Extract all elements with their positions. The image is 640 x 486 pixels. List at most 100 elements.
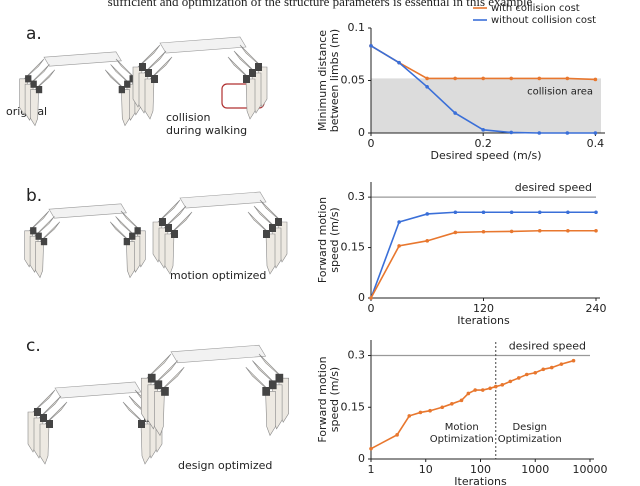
data-point [453,230,458,235]
robot-joint [154,380,163,390]
y-tick-label: 0.1 [348,21,366,34]
y-axis-label: between limbs (m) [328,29,341,132]
robot-joint [34,408,41,416]
y-tick-label: 0 [358,126,365,139]
robot-joint [275,373,284,383]
x-tick-label: 0.4 [587,137,605,150]
data-point [509,210,514,215]
robot-illustrations [19,36,290,465]
robot-joint [161,387,169,396]
data-point [537,228,542,233]
data-point [509,76,514,81]
data-point [593,77,598,82]
legend-label: with collision cost [491,3,580,14]
y-tick-label: 0.3 [348,190,366,203]
data-point [537,131,542,135]
data-point [425,239,430,243]
robot-leg [164,233,175,275]
data-point [481,229,486,234]
data-line [370,45,596,81]
y-tick-label: 0.15 [341,241,366,254]
x-tick-label: 120 [473,302,494,315]
robot-joint [268,380,277,390]
robot-joint [243,75,250,83]
divider-label: Optimization [430,434,494,445]
data-point [481,128,485,132]
data-point [453,210,458,215]
region-label: collision area [527,87,593,98]
robot-joint [25,75,32,83]
data-point [559,362,564,366]
robot-body [159,36,247,54]
divider-label: Motion [445,422,479,433]
data-point [524,372,529,377]
robot-joint [249,69,256,77]
robot-leg [39,423,50,465]
data-point [565,131,570,135]
data-line [370,359,574,450]
data-point [397,60,401,65]
data-point [407,414,412,418]
robot-leg [265,391,276,437]
robot-leg [154,391,165,437]
x-tick-label: 0.2 [474,137,492,150]
robot-leg [126,241,135,279]
y-axis-label: Forward motion [316,197,329,283]
robot-joint [165,224,172,232]
shaded-region [371,78,601,133]
data-point [488,386,492,391]
data-point [369,296,373,300]
robot-joint [46,420,53,428]
data-point [565,76,570,81]
robot-joint [134,227,141,235]
robot-leg [140,423,151,465]
data-point [508,379,513,384]
robot-joint [40,238,48,246]
y-axis-label: Forward motion [316,356,329,442]
robot-joint [262,387,270,396]
y-tick-label: 0.15 [341,400,366,413]
robot-body [43,51,122,67]
x-tick-label: 10 [419,463,433,476]
robot-joint [129,232,136,240]
robot-joint [30,227,37,235]
data-point [537,76,542,81]
data-point [418,410,423,415]
robot-leg [245,78,256,120]
data-line [370,211,596,299]
data-point [428,408,432,413]
divider-label: Design [512,422,547,433]
caption: design optimized [178,459,272,472]
y-tick-label: 0.3 [348,349,366,362]
divider-label: Optimization [498,434,562,445]
robot-joint [275,218,282,226]
data-point [571,358,576,363]
legend-label: without collision cost [491,15,596,26]
data-point [453,111,457,115]
data-point [481,210,486,215]
reference-label: desired speed [509,340,586,353]
data-point [541,367,546,372]
robot-joint [30,80,37,88]
data-point [509,130,514,135]
data-point [549,365,554,370]
y-axis-label: speed (m/s) [328,367,341,432]
y-tick-label: 0 [358,452,365,465]
y-tick-label: 0 [358,291,365,304]
x-axis-label: Iterations [454,475,507,486]
data-point [473,388,477,392]
data-point [509,229,514,234]
y-axis-label: speed (m/s) [328,207,341,272]
data-point [397,244,401,248]
data-point [453,76,457,81]
robot-leg [121,89,130,127]
robot-joint [118,86,125,94]
data-point [395,433,399,437]
data-point [594,228,598,233]
panel-label: a. [26,24,42,44]
reference-label: desired speed [515,181,592,194]
robot-joint [159,218,166,226]
data-point [481,76,485,81]
x-tick-label: 0 [368,137,375,150]
